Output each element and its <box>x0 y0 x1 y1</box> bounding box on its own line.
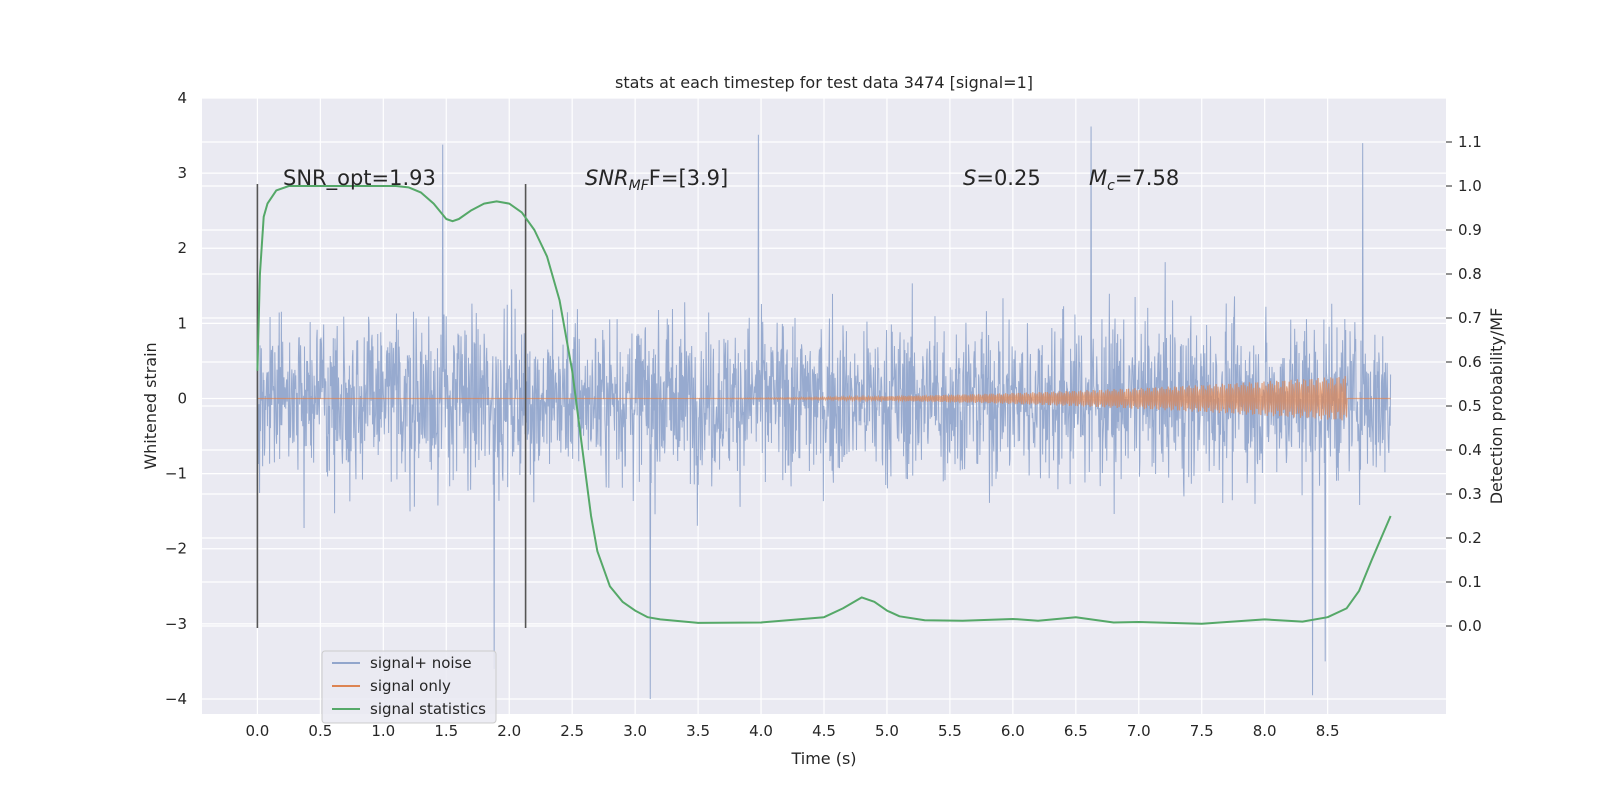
y-left-tick-label: −4 <box>165 690 187 708</box>
y-right-tick-label: 0.1 <box>1458 573 1482 591</box>
annotation-s-rest: =0.25 <box>976 166 1040 190</box>
x-tick-label: 2.0 <box>497 722 521 740</box>
x-tick-label: 5.0 <box>875 722 899 740</box>
chart-title: stats at each timestep for test data 347… <box>615 73 1033 92</box>
annotation-mc: Mc=7.58 <box>1089 166 1179 194</box>
y-right-tick-label: 0.5 <box>1458 397 1482 415</box>
y-right-tick-label: 0.6 <box>1458 353 1482 371</box>
y-axis-label-left: Whitened strain <box>141 342 160 469</box>
legend-label-signal-noise: signal+ noise <box>370 654 472 672</box>
y-right-tick-label: 0.8 <box>1458 265 1482 283</box>
x-tick-label: 3.0 <box>623 722 647 740</box>
y-left-tick-label: −3 <box>165 615 187 633</box>
signal-statistics-line <box>256 185 1392 625</box>
annotation-snr-mf-base: SNR <box>585 166 629 190</box>
x-tick-label: 8.5 <box>1316 722 1340 740</box>
annotation-snr-mf-sub: MF <box>629 178 650 194</box>
y-left-tick-label: 2 <box>177 239 187 257</box>
y-left-tick-label: 0 <box>177 389 187 407</box>
legend: signal+ noise signal only signal statist… <box>321 650 497 724</box>
x-tick-label: 0.0 <box>245 722 269 740</box>
signal-statistics-series <box>256 185 1392 625</box>
annotation-mc-base: M <box>1089 166 1107 190</box>
vertical-markers <box>256 184 527 628</box>
y-right-tick-label: 0.9 <box>1458 221 1482 239</box>
x-tick-label: 2.5 <box>560 722 584 740</box>
annotation-snr-mf: SNRMFF=[3.9] <box>585 166 728 194</box>
x-tick-label: 5.5 <box>938 722 962 740</box>
y-right-tick-label: 0.0 <box>1458 617 1482 635</box>
annotation-mc-sub: c <box>1107 178 1115 194</box>
x-tick-label: 7.0 <box>1127 722 1151 740</box>
annotation-snr-opt: SNR_opt=1.93 <box>283 166 436 191</box>
x-tick-label: 0.5 <box>308 722 332 740</box>
signal-noise-line <box>256 126 1392 699</box>
y-right-tick-label: 0.7 <box>1458 309 1482 327</box>
y-right-tick-label: 1.1 <box>1458 133 1482 151</box>
x-tick-labels: 0.0 0.5 1.0 1.5 2.0 2.5 3.0 3.5 4.0 4.5 5.0 5.5 6.0 6… <box>245 722 1339 740</box>
y-axis-label-right: Detection probability/MF <box>1487 308 1506 505</box>
y-right-tick-labels: 0.0 0.1 0.2 0.3 0.4 0.5 0.6 0.7 0.8 0.9 1.0 1.1 <box>1446 133 1482 635</box>
x-tick-label: 7.5 <box>1190 722 1214 740</box>
y-right-tick-label: 1.0 <box>1458 177 1482 195</box>
legend-box <box>321 650 497 724</box>
x-tick-label: 1.0 <box>371 722 395 740</box>
signal-only-series <box>257 376 1391 421</box>
annotation-s-base: S <box>963 166 976 190</box>
x-tick-label: 6.5 <box>1064 722 1088 740</box>
legend-label-signal-statistics: signal statistics <box>370 700 486 718</box>
y-right-tick-label: 0.3 <box>1458 485 1482 503</box>
x-tick-label: 4.5 <box>812 722 836 740</box>
y-right-tick-label: 0.2 <box>1458 529 1482 547</box>
y-left-tick-label: −1 <box>165 465 187 483</box>
x-tick-label: 3.5 <box>686 722 710 740</box>
y-left-tick-label: −2 <box>165 540 187 558</box>
annotation-snr-mf-rest: F=[3.9] <box>649 166 728 190</box>
annotation-mc-rest: =7.58 <box>1115 166 1179 190</box>
y-left-tick-label: 3 <box>177 164 187 182</box>
x-tick-label: 4.0 <box>749 722 773 740</box>
y-left-tick-label: 1 <box>177 314 187 332</box>
x-tick-label: 8.0 <box>1253 722 1277 740</box>
y-left-tick-label: 4 <box>177 89 187 107</box>
legend-label-signal-only: signal only <box>370 677 451 695</box>
y-left-tick-labels: −4 −3 −2 −1 0 1 2 3 4 <box>165 89 187 708</box>
x-tick-label: 6.0 <box>1001 722 1025 740</box>
signal-only-line <box>257 376 1391 421</box>
x-axis-label: Time (s) <box>790 749 856 768</box>
y-right-tick-label: 0.4 <box>1458 441 1482 459</box>
x-tick-label: 1.5 <box>434 722 458 740</box>
annotation-s: S=0.25 <box>963 166 1041 190</box>
signal-noise-series <box>256 126 1392 699</box>
